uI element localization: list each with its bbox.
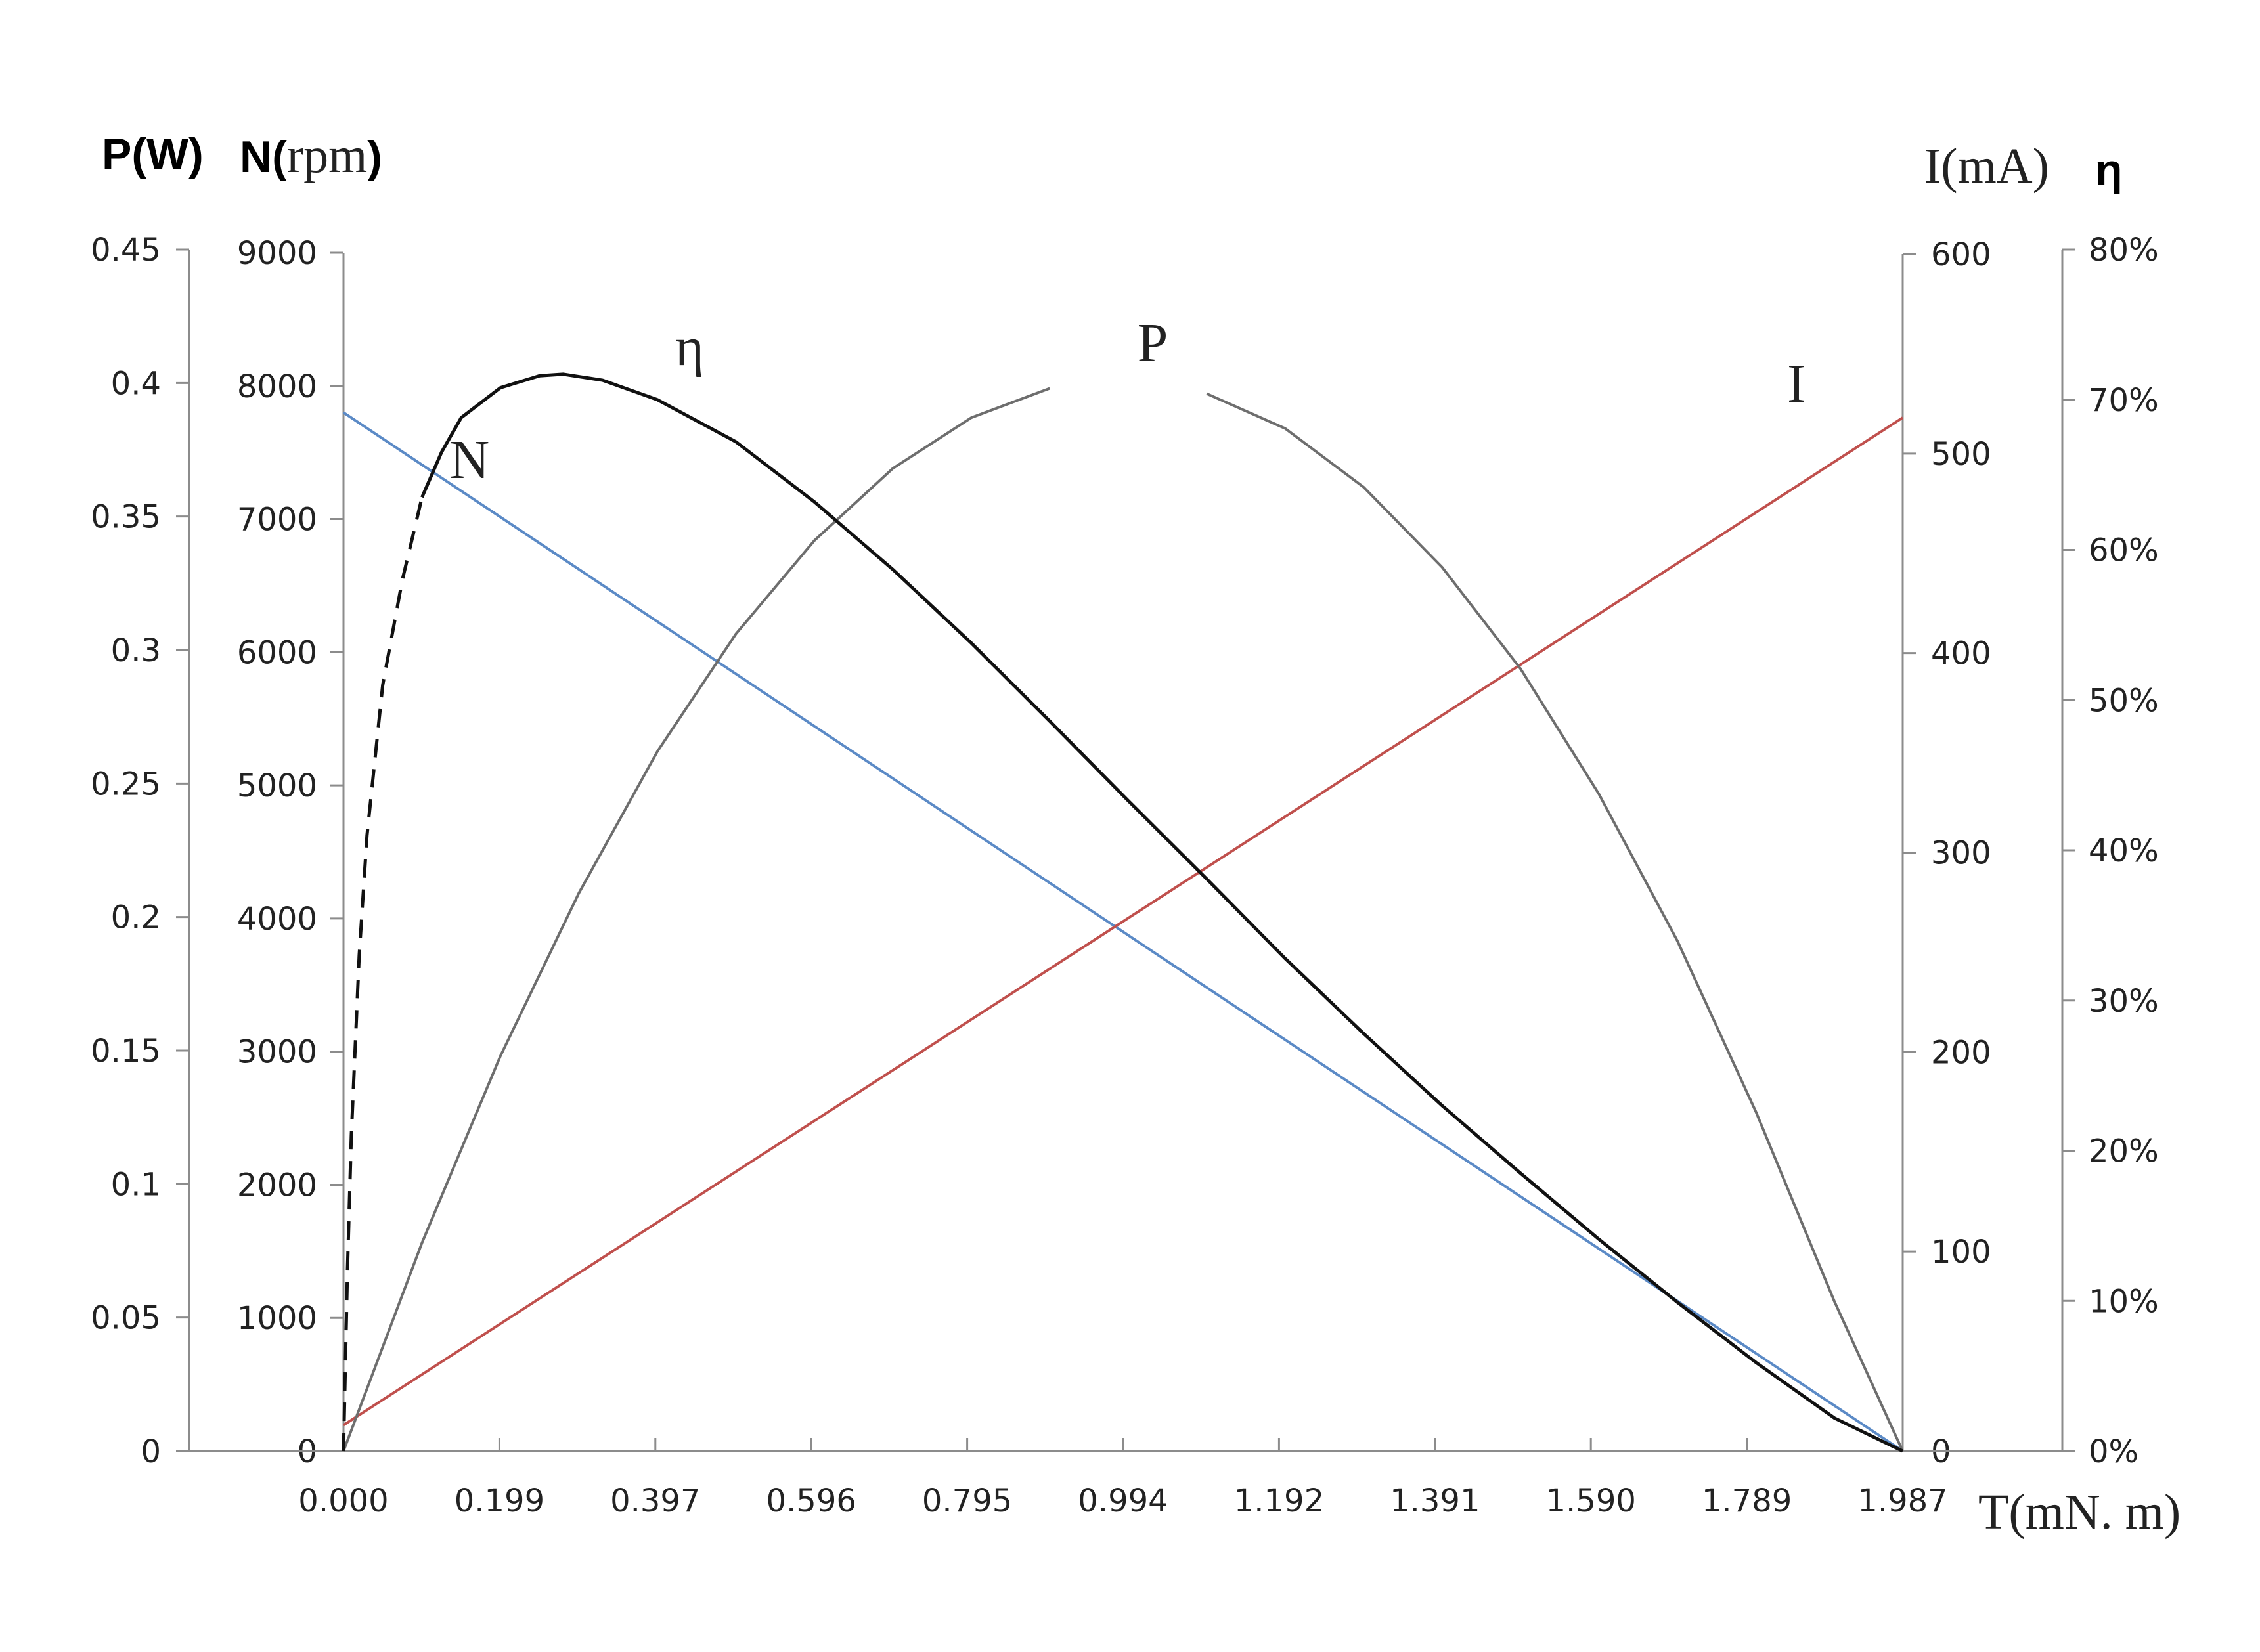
efficiency-tick-label: 40% xyxy=(2089,833,2159,869)
torque-tick-label: 1.192 xyxy=(1234,1483,1324,1519)
speed-tick-label: 4000 xyxy=(237,901,317,938)
speed-curve xyxy=(342,411,1904,1452)
efficiency-curve xyxy=(420,372,1904,1453)
torque-tick-label: 1.789 xyxy=(1702,1483,1792,1519)
efficiency-tick-label: 10% xyxy=(2089,1283,2159,1320)
power-curve-right xyxy=(1206,392,1904,1452)
efficiency-tick-label: 60% xyxy=(2089,533,2159,569)
power-curve-label: P xyxy=(1138,313,1168,374)
torque-tick-label: 0.795 xyxy=(922,1483,1012,1519)
torque-tick-label: 1.391 xyxy=(1390,1483,1480,1519)
speed-curve-label: N xyxy=(450,429,490,490)
speed-tick-label: 8000 xyxy=(237,368,317,405)
power-tick-label: 0.35 xyxy=(91,499,161,536)
efficiency-tick-label: 0% xyxy=(2089,1433,2138,1470)
current-curve xyxy=(342,416,1904,1427)
speed-tick-label: 7000 xyxy=(237,502,317,538)
speed-tick-label: 2000 xyxy=(237,1167,317,1204)
efficiency-curve-dashed xyxy=(342,496,424,1452)
power-tick-label: 0.45 xyxy=(91,232,161,269)
current-tick-label: 500 xyxy=(1931,436,1991,473)
torque-axis-title: T(mN. m) xyxy=(1978,1485,2181,1540)
torque-tick-label: 0.596 xyxy=(766,1483,856,1519)
power-tick-label: 0.1 xyxy=(111,1166,161,1203)
power-tick-label: 0.3 xyxy=(111,632,161,669)
curves-layer: N I Pη xyxy=(342,313,1904,1453)
efficiency-tick-label: 70% xyxy=(2089,382,2159,419)
torque-tick-label: 0.397 xyxy=(610,1483,700,1519)
torque-tick-label: 0.994 xyxy=(1078,1483,1168,1519)
current-curve-label: I xyxy=(1787,353,1806,414)
power-tick-label: 0.25 xyxy=(91,766,161,802)
efficiency-tick-label: 80% xyxy=(2089,232,2159,269)
power-tick-label: 0.05 xyxy=(91,1300,161,1337)
efficiency-tick-label: 20% xyxy=(2089,1133,2159,1170)
axes-layer: 00.050.10.150.20.250.30.350.40.450100020… xyxy=(91,232,2159,1519)
torque-tick-label: 1.590 xyxy=(1545,1483,1635,1519)
current-tick-label: 100 xyxy=(1931,1234,1991,1271)
efficiency-curve-label: η xyxy=(675,316,704,378)
speed-tick-label: 6000 xyxy=(237,634,317,671)
torque-tick-label: 1.987 xyxy=(1857,1483,1947,1519)
torque-tick-label: 0.000 xyxy=(298,1483,388,1519)
speed-axis-title: N(rpm) xyxy=(240,128,382,183)
current-tick-label: 600 xyxy=(1931,236,1991,273)
speed-axis-title-unit: rpm xyxy=(287,128,367,183)
efficiency-axis-title: η xyxy=(2095,145,2123,195)
current-tick-label: 400 xyxy=(1931,636,1991,672)
speed-tick-label: 3000 xyxy=(237,1034,317,1071)
efficiency-tick-label: 30% xyxy=(2089,983,2159,1020)
speed-axis-title-suffix: ) xyxy=(367,132,382,182)
power-axis-title: P(W) xyxy=(102,129,204,179)
current-tick-label: 200 xyxy=(1931,1034,1991,1071)
efficiency-tick-label: 50% xyxy=(2089,682,2159,719)
power-curve-left xyxy=(342,387,1051,1452)
speed-tick-label: 1000 xyxy=(237,1300,317,1337)
torque-tick-label: 0.199 xyxy=(454,1483,544,1519)
power-tick-label: 0.4 xyxy=(111,365,161,402)
power-tick-label: 0.2 xyxy=(111,900,161,936)
power-tick-label: 0 xyxy=(141,1433,161,1470)
speed-axis-title-prefix: N( xyxy=(240,132,287,182)
current-axis-title: I(mA) xyxy=(1924,139,2049,194)
power-tick-label: 0.15 xyxy=(91,1033,161,1070)
current-tick-label: 300 xyxy=(1931,835,1991,872)
speed-tick-label: 5000 xyxy=(237,768,317,804)
speed-tick-label: 9000 xyxy=(237,235,317,272)
